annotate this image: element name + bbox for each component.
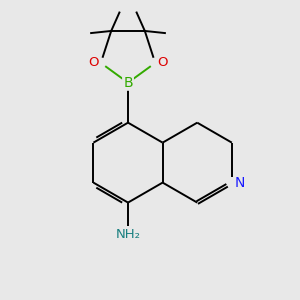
Text: NH₂: NH₂ <box>116 228 140 241</box>
Text: O: O <box>88 56 99 69</box>
Text: N: N <box>234 176 245 190</box>
Text: O: O <box>157 56 167 69</box>
Text: B: B <box>123 76 133 90</box>
